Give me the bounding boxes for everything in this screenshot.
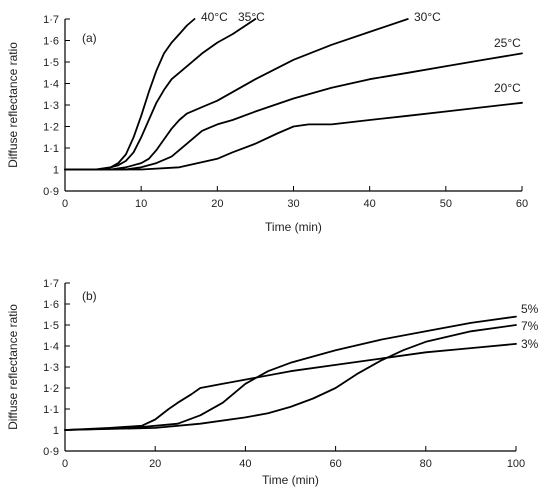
series-line-7: [64, 324, 517, 431]
x-axis-label: Time (min): [265, 220, 322, 234]
y-tick-label: 1·2: [43, 383, 59, 395]
series-label: 20°C: [494, 81, 521, 95]
x-tick-label: 0: [62, 198, 68, 210]
y-tick-label: 1·7: [43, 14, 59, 26]
series-label: 35°C: [238, 10, 265, 24]
y-tick-label: 1·1: [43, 143, 59, 155]
x-tick-label: 20: [149, 458, 161, 470]
y-axis-label: Diffuse reflectance ratio: [6, 304, 20, 430]
y-tick-label: 1·5: [43, 57, 59, 69]
series-line-5: [64, 315, 517, 431]
panel-b: 0·9 1 1·1 1·2 1·3 1·4 1·5 1·6 1·7 0 20 40 60 80 100 Tim…: [6, 278, 539, 487]
series-label: 3%: [521, 337, 539, 351]
y-tick-label: 1·5: [43, 320, 59, 332]
series-label: 30°C: [414, 10, 441, 24]
x-tick-label: 0: [62, 458, 68, 470]
y-tick-label: 0·9: [43, 186, 59, 198]
x-tick-label: 40: [239, 458, 251, 470]
series-label: 5%: [521, 302, 539, 316]
panel-label: (a): [82, 31, 97, 45]
series-line-35C: [64, 18, 257, 171]
y-tick-label: 1: [53, 165, 59, 177]
x-tick-label: 40: [364, 198, 376, 210]
x-tick-label: 10: [135, 198, 147, 210]
y-tick-label: 1·6: [43, 299, 59, 311]
x-tick-label: 80: [420, 458, 432, 470]
panel-a: 0·9 1 1·1 1·2 1·3 1·4 1·5 1·6 1·7 0 10 20 30 40 50 60 Ti…: [6, 10, 528, 234]
y-tick-label: 1·1: [43, 404, 59, 416]
y-tick-label: 0·9: [43, 446, 59, 458]
series-label: 7%: [521, 319, 539, 333]
series-line-25C: [64, 52, 523, 171]
x-tick-label: 100: [507, 458, 525, 470]
x-tick-label: 30: [287, 198, 299, 210]
y-tick-label: 1·4: [43, 341, 59, 353]
y-tick-label: 1·7: [43, 278, 59, 290]
y-tick-label: 1·3: [43, 100, 59, 112]
y-axis-label: Diffuse reflectance ratio: [6, 42, 20, 168]
x-tick-label: 60: [329, 458, 341, 470]
y-tick-label: 1·3: [43, 362, 59, 374]
x-tick-label: 50: [440, 198, 452, 210]
y-tick-label: 1·4: [43, 79, 59, 91]
series-line-30C: [64, 18, 409, 171]
series-line-20C: [64, 101, 523, 171]
series-line-3: [64, 343, 517, 431]
y-tick-label: 1·6: [43, 36, 59, 48]
x-tick-label: 60: [516, 198, 528, 210]
panel-label: (b): [82, 289, 97, 303]
x-axis-label: Time (min): [262, 473, 319, 487]
y-tick-label: 1·2: [43, 122, 59, 134]
series-label: 25°C: [494, 36, 521, 50]
y-tick-label: 1: [53, 425, 59, 437]
x-tick-label: 20: [211, 198, 223, 210]
series-label: 40°C: [201, 10, 228, 24]
